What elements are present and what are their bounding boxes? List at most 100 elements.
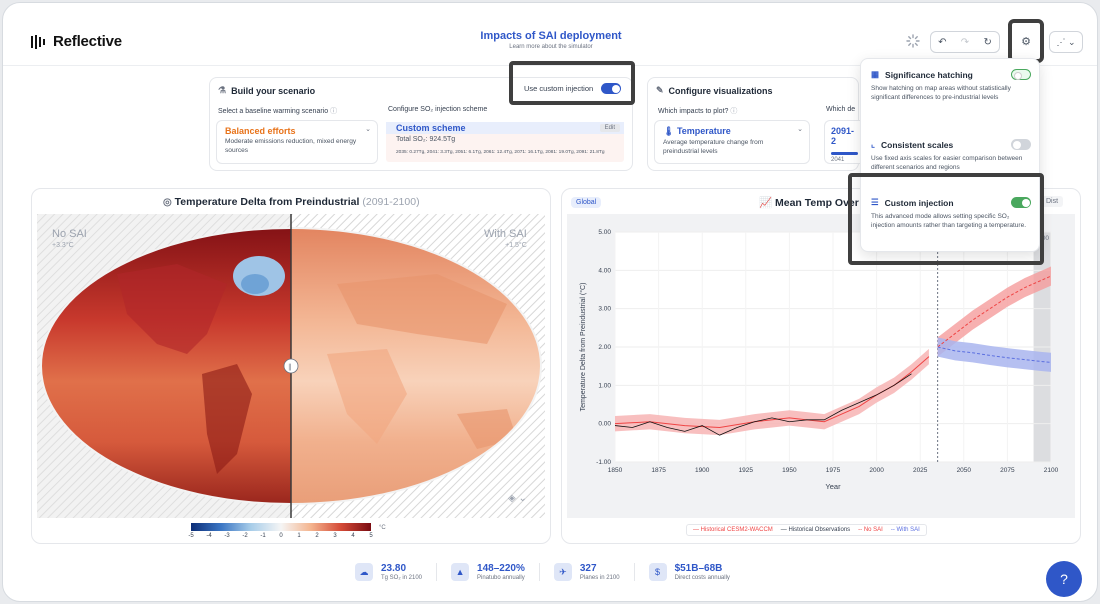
decade-label: Which de bbox=[826, 106, 856, 113]
scale-tick: 3 bbox=[333, 533, 337, 539]
no-sai-value: +3.3°C bbox=[52, 242, 74, 249]
money-icon: $ bbox=[648, 563, 667, 581]
withsai-line bbox=[937, 346, 1052, 363]
baseline-label-text: Select a baseline warming scenario bbox=[218, 108, 329, 115]
impact-name-text: Temperature bbox=[676, 126, 731, 136]
scale-tick: -5 bbox=[188, 533, 194, 539]
scales-title: Consistent scales bbox=[880, 139, 954, 150]
help-button[interactable]: ? bbox=[1046, 561, 1082, 597]
y-tick-label: 2.00 bbox=[598, 344, 611, 351]
share-icon: ⋰ ⌄ bbox=[1056, 36, 1076, 47]
stat-costs-label: Direct costs annually bbox=[674, 575, 730, 581]
legend-obs[interactable]: — Historical Observations bbox=[780, 527, 851, 533]
x-tick-label: 2025 bbox=[913, 467, 928, 474]
dist-tab[interactable]: Dist bbox=[1041, 196, 1064, 207]
map-view[interactable]: ∥ bbox=[37, 214, 545, 518]
scheme-box[interactable]: Custom scheme Edit Total SO₂: 924.5Tg 20… bbox=[386, 122, 624, 162]
decade-select[interactable]: 2091-2 2041 bbox=[824, 120, 864, 164]
sliders-icon: ☰ bbox=[871, 197, 879, 207]
stat-planes-label: Planes in 2100 bbox=[579, 575, 620, 581]
cesm-uncertainty-band bbox=[615, 348, 929, 436]
legend-withsai[interactable]: -- With SAI bbox=[890, 527, 920, 533]
plane-icon: ✈ bbox=[553, 563, 572, 581]
logo[interactable]: Reflective bbox=[31, 33, 122, 50]
baseline-select[interactable]: Balanced efforts Moderate emissions redu… bbox=[216, 120, 378, 164]
scale-tick: -4 bbox=[206, 533, 212, 539]
scales-toggle[interactable] bbox=[1011, 139, 1031, 150]
info-icon[interactable]: ⓘ bbox=[730, 108, 738, 115]
chevron-down-icon: ⌄ bbox=[797, 126, 803, 133]
toggle-knob bbox=[1021, 198, 1030, 207]
scale-unit: °C bbox=[379, 525, 386, 531]
info-icon[interactable]: ⓘ bbox=[330, 108, 338, 115]
reset-icon[interactable]: ↻ bbox=[983, 36, 992, 48]
configure-viz-title: ✎ Configure visualizations bbox=[656, 85, 773, 96]
map-continent-eurasia bbox=[337, 274, 507, 344]
withsai-uncertainty-band bbox=[937, 337, 1051, 372]
flask-icon: ⚗ bbox=[218, 85, 227, 95]
custom-injection-toggle[interactable] bbox=[601, 83, 622, 94]
map-right-caption: With SAI +1.5°C bbox=[484, 228, 527, 249]
setting-custom-injection[interactable]: ☰ Custom injection This advanced mode all… bbox=[871, 197, 1031, 230]
x-tick-label: 1850 bbox=[608, 467, 623, 474]
significance-toggle[interactable] bbox=[1011, 69, 1031, 80]
question-icon: ? bbox=[1060, 571, 1068, 587]
build-scenario-card: ⚗ Build your scenario Select a baseline … bbox=[209, 77, 633, 171]
y-tick-label: 3.00 bbox=[598, 306, 611, 313]
observations-line bbox=[614, 373, 912, 436]
settings-dropdown: ▦ Significance hatching Show hatching on … bbox=[860, 58, 1040, 252]
undo-icon[interactable]: ↶ bbox=[938, 36, 947, 48]
impact-select[interactable]: 🌡 Temperature Average temperature change… bbox=[654, 120, 810, 164]
custom-injection-setting-toggle[interactable] bbox=[1011, 197, 1031, 208]
region-badge[interactable]: Global bbox=[571, 197, 602, 208]
highlight-custom-setting bbox=[848, 173, 1044, 265]
footer-stats: ☁ 23.80 Tg SO₂ in 2100 ▲ 148–220% Pinatubo… bbox=[341, 563, 744, 581]
scale-tick: 2 bbox=[315, 533, 319, 539]
map-split-handle[interactable] bbox=[283, 358, 299, 374]
stat-pinatubo-label: Pinatubo annually bbox=[477, 575, 525, 581]
y-tick-label: 1.00 bbox=[598, 382, 611, 389]
map-continent-africa bbox=[327, 349, 407, 444]
with-sai-label: With SAI bbox=[484, 228, 527, 240]
page-subtitle[interactable]: Learn more about the simulator bbox=[509, 44, 593, 50]
decade-start: 2041 bbox=[831, 157, 845, 163]
legend-nosai[interactable]: -- No SAI bbox=[858, 527, 883, 533]
stat-costs-value: $51B–68B bbox=[674, 563, 723, 574]
x-tick-label: 2050 bbox=[957, 467, 972, 474]
page-title[interactable]: Impacts of SAI deployment bbox=[480, 30, 622, 42]
scale-tick: 4 bbox=[351, 533, 355, 539]
edit-button[interactable]: Edit bbox=[599, 124, 620, 132]
legend-cesm[interactable]: — Historical CESM2-WACCM bbox=[693, 527, 773, 533]
x-tick-label: 1875 bbox=[651, 467, 666, 474]
loading-spinner-icon bbox=[906, 34, 920, 48]
scale-tick: -2 bbox=[242, 533, 248, 539]
significance-desc: Show hatching on map areas without stati… bbox=[871, 85, 1011, 102]
x-tick-label: 2000 bbox=[869, 467, 884, 474]
scale-tick: -3 bbox=[224, 533, 230, 539]
setting-scales[interactable]: ⌞ Consistent scales Use fixed axis scales… bbox=[871, 139, 1031, 172]
setting-significance[interactable]: ▦ Significance hatching Show hatching on … bbox=[871, 69, 1031, 102]
toggle-knob bbox=[1014, 71, 1022, 80]
build-scenario-title: ⚗ Build your scenario bbox=[218, 85, 315, 96]
layers-icon[interactable]: ◈ ⌄ bbox=[508, 493, 527, 504]
stat-pinatubo-value: 148–220% bbox=[477, 563, 525, 574]
scheme-header-bg bbox=[386, 122, 624, 134]
chart-icon: ⌞ bbox=[871, 139, 875, 149]
decade-value: 2091-2 bbox=[831, 126, 855, 146]
share-button[interactable]: ⋰ ⌄ bbox=[1049, 31, 1083, 53]
x-tick-label: 2100 bbox=[1044, 467, 1059, 474]
redo-icon[interactable]: ↷ bbox=[960, 36, 970, 48]
map-left-caption: No SAI +3.3°C bbox=[52, 228, 87, 249]
stat-planes: ✈ 327 Planes in 2100 bbox=[540, 563, 635, 581]
map-continent-na bbox=[117, 264, 227, 354]
drag-handle-icon: ∥ bbox=[288, 363, 292, 371]
settings-button[interactable]: ⚙ bbox=[1008, 19, 1044, 63]
header-center: Impacts of SAI deployment Learn more abo… bbox=[451, 30, 651, 50]
scale-tick: 5 bbox=[369, 533, 373, 539]
header-divider bbox=[3, 65, 1097, 66]
scheme-name: Custom scheme bbox=[396, 123, 466, 133]
decade-slider[interactable] bbox=[831, 152, 858, 155]
custom-title: Custom injection bbox=[884, 197, 954, 208]
custom-injection-toggle-row: Use custom injection bbox=[524, 83, 622, 94]
